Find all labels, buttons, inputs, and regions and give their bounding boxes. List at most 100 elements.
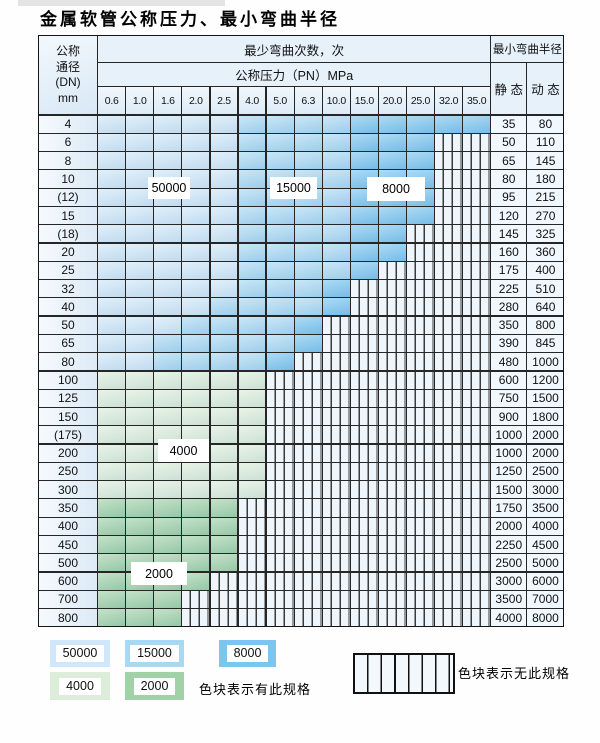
spec-cell-2000 xyxy=(182,499,210,517)
spec-cell-50000 xyxy=(126,188,154,206)
no-spec-cell xyxy=(294,554,322,572)
no-spec-cell xyxy=(294,572,322,590)
no-spec-cell xyxy=(266,609,294,627)
no-spec-cell xyxy=(266,444,294,462)
dynamic-value-cell: 110 xyxy=(527,133,564,151)
no-spec-cell xyxy=(266,517,294,535)
no-spec-cell xyxy=(210,590,238,608)
legend-swatch-4000: 4000 xyxy=(50,672,110,700)
dynamic-value-cell: 2000 xyxy=(527,426,564,444)
static-value-cell: 1500 xyxy=(491,481,527,499)
no-spec-cell xyxy=(322,334,350,353)
spec-cell-50000 xyxy=(154,243,182,261)
no-spec-cell xyxy=(322,554,350,572)
no-spec-cell xyxy=(294,389,322,407)
dn-cell: 80 xyxy=(39,353,97,371)
spec-cell-4000 xyxy=(210,462,238,480)
dn-cell: 200 xyxy=(39,444,97,462)
spec-cell-15000 xyxy=(238,316,266,334)
dn-cell: 65 xyxy=(39,334,97,353)
no-spec-cell xyxy=(294,590,322,608)
no-spec-cell xyxy=(407,225,434,243)
spec-cell-50000 xyxy=(154,316,182,334)
no-spec-cell xyxy=(266,426,294,444)
no-spec-cell xyxy=(435,609,463,627)
no-spec-cell xyxy=(350,298,378,316)
no-spec-cell xyxy=(378,536,406,554)
no-spec-cell xyxy=(350,554,378,572)
no-spec-cell xyxy=(238,609,266,627)
scan-artifact-strip xyxy=(18,0,225,6)
no-spec-cell xyxy=(407,334,434,353)
spec-cell-15000 xyxy=(294,133,322,151)
spec-cell-15000 xyxy=(322,133,350,151)
spec-cell-50000 xyxy=(126,243,154,261)
spec-cell-4000 xyxy=(238,389,266,407)
no-spec-cell xyxy=(294,462,322,480)
spec-cell-8000 xyxy=(322,280,350,298)
dynamic-value-cell: 3000 xyxy=(527,481,564,499)
legend-no-spec-swatch xyxy=(353,653,455,694)
spec-cell-2000 xyxy=(182,517,210,535)
spec-cell-2000 xyxy=(126,536,154,554)
spec-cell-8000 xyxy=(378,243,406,261)
no-spec-cell xyxy=(350,408,378,426)
no-spec-cell xyxy=(378,517,406,535)
no-spec-cell xyxy=(322,572,350,590)
no-spec-cell xyxy=(238,499,266,517)
spec-cell-15000 xyxy=(182,353,210,371)
spec-cell-50000 xyxy=(126,334,154,353)
spec-cell-15000 xyxy=(210,298,238,316)
spec-cell-50000 xyxy=(98,152,126,170)
spec-cell-2000 xyxy=(98,517,126,535)
spec-cell-4000 xyxy=(126,462,154,480)
no-spec-cell xyxy=(463,462,491,480)
spec-cell-2000 xyxy=(98,590,126,608)
spec-cell-50000 xyxy=(210,243,238,261)
static-value-cell: 35 xyxy=(491,115,527,133)
spec-cell-50000 xyxy=(98,225,126,243)
spec-cell-50000 xyxy=(98,243,126,261)
no-spec-cell xyxy=(322,481,350,499)
spec-cell-2000 xyxy=(210,554,238,572)
spec-cell-50000 xyxy=(210,280,238,298)
dynamic-value-cell: 80 xyxy=(527,115,564,133)
no-spec-cell xyxy=(435,170,463,188)
no-spec-cell xyxy=(266,371,294,389)
no-spec-cell xyxy=(350,609,378,627)
spec-cell-15000 xyxy=(210,334,238,353)
spec-cell-2000 xyxy=(98,609,126,627)
no-spec-cell xyxy=(322,499,350,517)
spec-cell-4000 xyxy=(98,481,126,499)
no-spec-cell xyxy=(294,609,322,627)
dynamic-value-cell: 5000 xyxy=(527,554,564,572)
no-spec-cell xyxy=(407,572,434,590)
spec-cell-4000 xyxy=(154,371,182,389)
static-value-cell: 600 xyxy=(491,371,527,389)
spec-cell-50000 xyxy=(182,261,210,279)
no-spec-cell xyxy=(294,353,322,371)
no-spec-cell xyxy=(407,426,434,444)
no-spec-cell xyxy=(463,152,491,170)
no-spec-cell xyxy=(294,408,322,426)
spec-cell-4000 xyxy=(154,389,182,407)
no-spec-cell xyxy=(350,371,378,389)
spec-cell-2000 xyxy=(210,517,238,535)
spec-cell-15000 xyxy=(266,298,294,316)
dynamic-value-cell: 510 xyxy=(527,280,564,298)
spec-cell-15000 xyxy=(322,243,350,261)
spec-cell-15000 xyxy=(266,334,294,353)
legend-swatch-value: 2000 xyxy=(133,677,176,695)
spec-cell-50000 xyxy=(98,206,126,225)
spec-cell-15000 xyxy=(238,170,266,188)
cycle-count-label: 50000 xyxy=(148,177,190,199)
spec-cell-4000 xyxy=(210,444,238,462)
static-value-cell: 3500 xyxy=(491,590,527,608)
spec-cell-15000 xyxy=(210,316,238,334)
spec-cell-4000 xyxy=(98,389,126,407)
no-spec-cell xyxy=(378,426,406,444)
spec-cell-4000 xyxy=(154,462,182,480)
no-spec-cell xyxy=(407,536,434,554)
dn-cell: 6 xyxy=(39,133,97,151)
spec-cell-8000 xyxy=(350,115,378,133)
